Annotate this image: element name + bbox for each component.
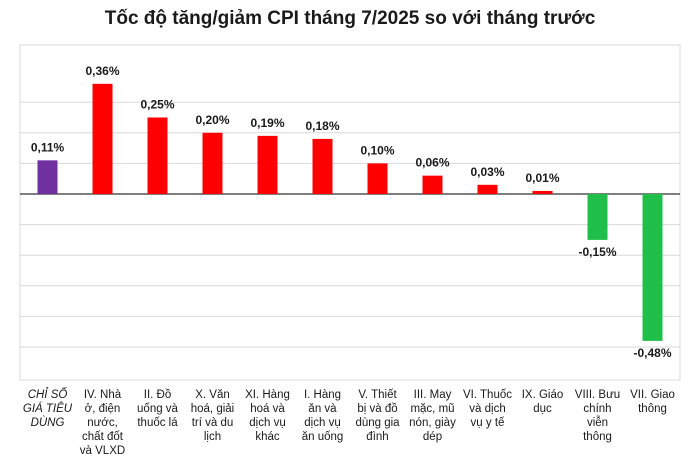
category-label-line: thuốc lá (137, 417, 178, 429)
category-label-line: dịch vụ (249, 417, 286, 429)
category-label-line: đình (366, 431, 389, 443)
category-label-line: IX. Giáo (521, 389, 564, 401)
category-label-line: chất đốt (82, 431, 123, 443)
value-label-4: 0,20% (195, 113, 229, 127)
category-label-5: XI. Hàng hoá và dịch vụ khác (239, 388, 297, 444)
bar-7 (367, 163, 388, 194)
category-label-line: hoá, giải (190, 403, 235, 415)
value-label-1: 0,11% (31, 140, 65, 154)
value-label-8: 0,06% (415, 156, 449, 170)
category-label-line: V. Thiết (358, 389, 397, 401)
category-label-line: XI. Hàng (245, 389, 290, 401)
category-label-line: bị và đồ (357, 403, 398, 415)
value-label-3: 0,25% (140, 98, 174, 112)
category-label-line: viễn (586, 417, 609, 429)
category-label-10: IX. Giáo dục (514, 388, 572, 416)
value-label-9: 0,03% (470, 165, 504, 179)
category-label-8: III. May mặc, mũ nón, giày dép (404, 388, 462, 444)
bar-5 (257, 135, 278, 194)
category-label-line: DÙNG (30, 417, 65, 429)
bar-10 (532, 190, 553, 194)
category-label-3: II. Đồ uống và thuốc lá (129, 388, 187, 430)
category-label-line: hoá và (250, 403, 285, 415)
bars (37, 83, 663, 341)
category-label-line: uống và (137, 403, 178, 415)
value-label-5: 0,19% (250, 116, 284, 130)
bar-6 (312, 138, 333, 194)
category-label-line: III. May (413, 389, 452, 401)
category-label-11: VIII. Bưu chính viễn thông (569, 388, 627, 444)
category-label-line: và dịch (469, 403, 506, 415)
category-label-line: dùng gia (355, 417, 400, 429)
category-label-line: vụ y tế (470, 417, 505, 429)
bar-8 (422, 175, 443, 194)
bar-3 (147, 117, 168, 194)
category-label-line: X. Văn (195, 389, 230, 401)
category-label-line: VI. Thuốc (462, 389, 512, 401)
category-label-line: II. Đồ (143, 389, 172, 401)
bar-4 (202, 132, 223, 194)
category-label-line: và VLXD (79, 445, 126, 457)
bar-1 (37, 160, 58, 194)
category-label-line: chính (583, 403, 612, 415)
value-label-10: 0,01% (525, 171, 559, 185)
bar-11 (587, 194, 608, 240)
value-label-6: 0,18% (305, 119, 339, 133)
category-label-1: CHỈ SỐ GIÁ TIÊU DÙNG (19, 388, 77, 430)
category-label-9: VI. Thuốc và dịch vụ y tế (459, 388, 517, 430)
category-label-line: ở, điện (84, 403, 121, 415)
category-label-12: VII. Giao thông (624, 388, 682, 416)
category-label-line: VIII. Bưu (574, 389, 621, 401)
plot-frame (19, 44, 681, 381)
category-label-line: nước, (87, 417, 118, 429)
chart-title: Tốc độ tăng/giảm CPI tháng 7/2025 so với… (104, 8, 596, 29)
bar-12 (642, 194, 663, 341)
category-label-line: thông (583, 431, 612, 443)
category-label-line: khác (255, 431, 280, 443)
category-label-line: thông (638, 403, 667, 415)
value-labels: 0,11% 0,36% 0,25% 0,20% 0,19% 0,18% 0,10% 0,06%… (31, 64, 672, 360)
category-label-4: X. Văn hoá, giải trí và du lịch (184, 388, 242, 444)
category-label-line: nón, giày (409, 417, 456, 429)
category-label-line: lịch (203, 431, 222, 443)
category-label-line: IV. Nhà (83, 389, 122, 401)
value-label-2: 0,36% (85, 64, 119, 78)
category-label-line: dép (422, 431, 443, 443)
gridlines (19, 44, 681, 381)
category-label-2: IV. Nhà ở, điện nước, chất đốt và VLXD (74, 388, 132, 458)
category-label-line: CHỈ SỐ (27, 389, 68, 401)
category-label-line: I. Hàng (303, 389, 342, 401)
category-label-line: ăn uống (301, 431, 344, 443)
bar-2 (92, 83, 113, 194)
category-label-line: ăn và (308, 403, 337, 415)
value-label-7: 0,10% (360, 143, 394, 157)
category-label-6: I. Hàng ăn và dịch vụ ăn uống (294, 388, 352, 444)
category-label-line: dục (533, 403, 552, 415)
category-label-line: trí và du (191, 417, 234, 429)
bar-9 (477, 184, 498, 194)
value-label-11: -0,15% (578, 245, 616, 259)
category-label-line: GIÁ TIÊU (22, 403, 73, 415)
category-label-line: VII. Giao (630, 389, 675, 401)
category-label-line: dịch vụ (304, 417, 341, 429)
category-label-line: mặc, mũ (410, 403, 455, 415)
category-label-7: V. Thiết bị và đồ dùng gia đình (349, 388, 407, 444)
value-label-12: -0,48% (633, 346, 671, 360)
